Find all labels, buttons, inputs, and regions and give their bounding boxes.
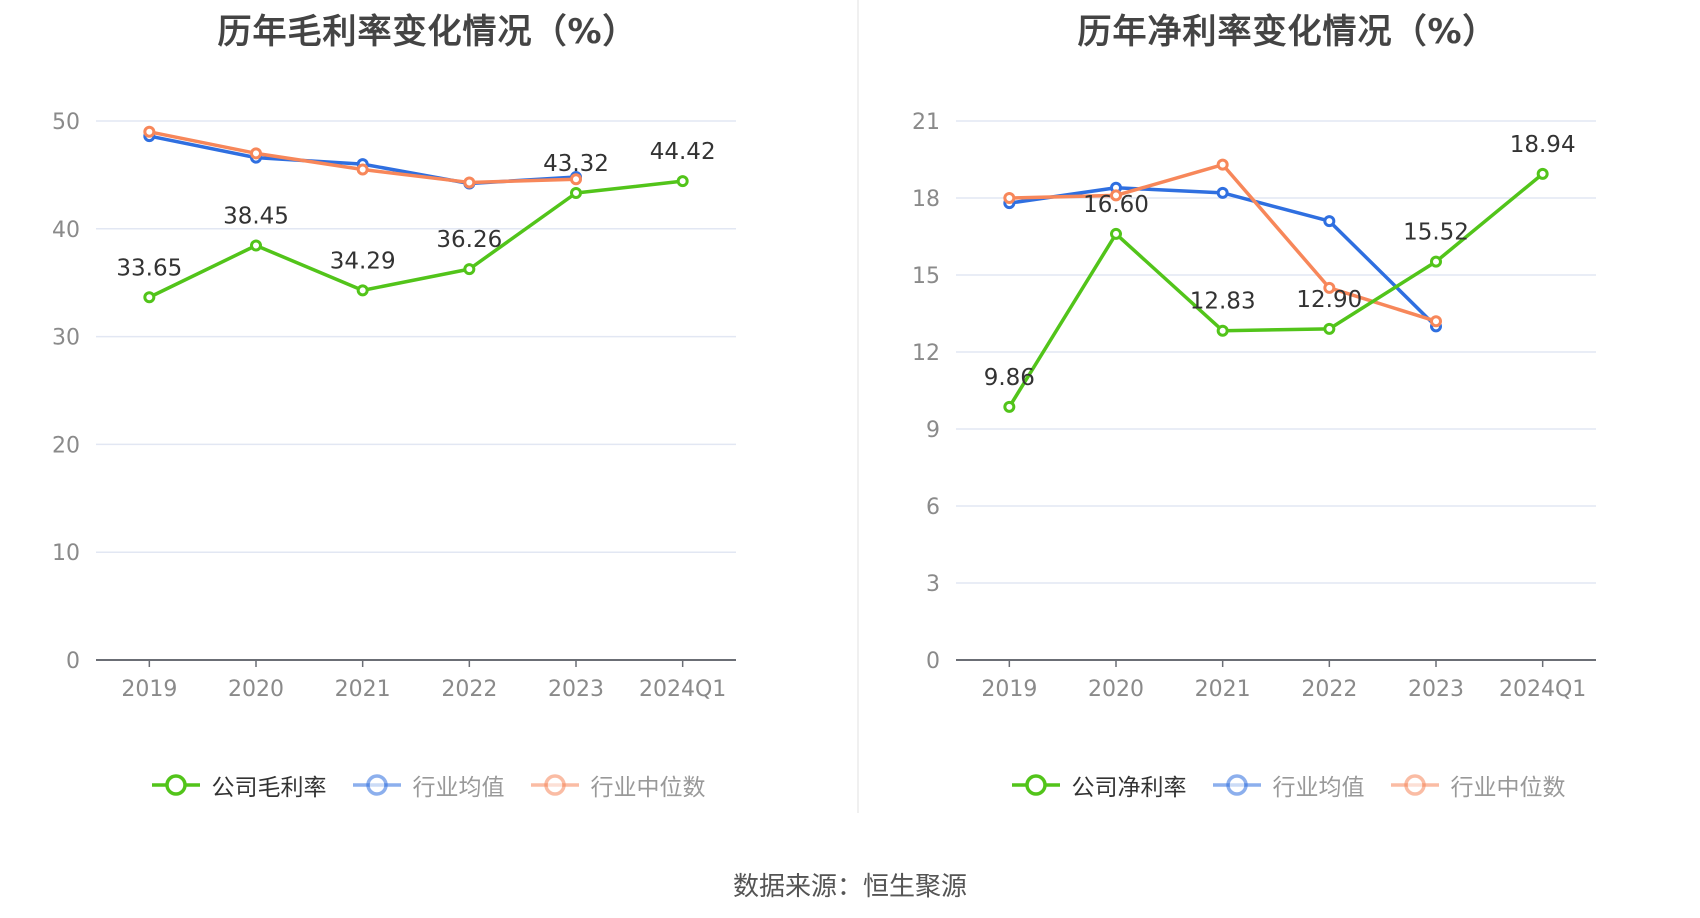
data-point: [1430, 315, 1442, 328]
legend-line-circle-icon: [352, 774, 401, 796]
y-tick-label: 15: [912, 264, 940, 289]
x-tick-label: 2023: [548, 677, 604, 702]
chart-title: 历年毛利率变化情况（%）: [217, 12, 638, 52]
series-company: [1003, 167, 1549, 413]
data-label: 44.42: [650, 139, 716, 165]
y-tick-label: 0: [926, 649, 940, 674]
y-tick-label: 6: [926, 495, 940, 520]
chart-title: 历年净利率变化情况（%）: [1077, 12, 1498, 52]
chart-legend: 公司毛利率 行业均值 行业中位数: [0, 768, 855, 802]
data-point: [1216, 158, 1229, 171]
data-label: 43.32: [543, 151, 609, 177]
y-tick-label: 50: [52, 110, 80, 135]
legend-item-median[interactable]: 行业中位数: [1389, 768, 1566, 802]
legend-item-company[interactable]: 公司毛利率: [150, 768, 327, 802]
x-tick-label: 2024Q1: [1499, 677, 1586, 702]
data-point: [676, 175, 689, 188]
y-tick-label: 0: [66, 649, 80, 674]
series-median: [1003, 158, 1442, 328]
x-tick-label: 2023: [1408, 677, 1464, 702]
legend-label: 公司毛利率: [211, 775, 327, 801]
data-label: 18.94: [1510, 132, 1576, 158]
data-label: 12.83: [1190, 289, 1256, 315]
legend-label: 行业均值: [412, 775, 505, 801]
y-tick-label: 3: [926, 572, 940, 597]
y-tick-label: 21: [912, 110, 940, 135]
y-tick-label: 9: [926, 418, 940, 443]
data-label: 9.86: [984, 365, 1035, 391]
data-point: [1216, 186, 1229, 199]
legend-item-average[interactable]: 行业均值: [351, 768, 505, 802]
data-label: 38.45: [223, 204, 289, 230]
legend-label: 行业均值: [1272, 775, 1365, 801]
x-tick-label: 2021: [1195, 677, 1251, 702]
series-line: [1007, 172, 1544, 408]
y-tick-label: 30: [52, 326, 80, 351]
data-point: [356, 284, 369, 297]
data-label: 36.26: [436, 227, 502, 253]
data-point: [356, 163, 369, 176]
x-tick-label: 2020: [1088, 677, 1144, 702]
data-point: [1110, 227, 1122, 240]
gross-margin-chart: 0 10 20 30 40 50 2019 2020 2021 2022 2023 2024Q1 33.…: [52, 110, 736, 702]
y-tick-label: 10: [52, 541, 80, 566]
data-point: [1216, 324, 1229, 337]
legend-item-company[interactable]: 公司净利率: [1010, 768, 1187, 802]
legend-line-circle-icon: [1390, 774, 1439, 796]
y-tick-label: 18: [912, 187, 940, 212]
legend-line-circle-icon: [530, 774, 579, 796]
data-point: [1430, 255, 1442, 268]
series-line: [148, 179, 683, 299]
chart-legend: 公司净利率 行业均值 行业中位数: [860, 768, 1700, 802]
data-point: [1003, 400, 1016, 413]
data-label: 34.29: [330, 248, 396, 274]
x-tick-label: 2022: [441, 677, 497, 702]
y-tick-label: 20: [52, 433, 80, 458]
legend-item-average[interactable]: 行业均值: [1211, 768, 1365, 802]
panel-divider: [857, 0, 859, 813]
x-tick-label: 2024Q1: [639, 677, 726, 702]
data-point: [250, 239, 262, 252]
legend-line-circle-icon: [151, 774, 200, 796]
x-tick-label: 2020: [228, 677, 284, 702]
series-median: [143, 125, 582, 189]
data-label: 15.52: [1403, 220, 1469, 246]
data-point: [570, 187, 582, 200]
data-point: [143, 125, 156, 138]
data-point: [1110, 189, 1122, 202]
legend-item-median[interactable]: 行业中位数: [529, 768, 706, 802]
legend-label: 公司净利率: [1071, 775, 1187, 801]
series-company: [143, 175, 689, 304]
data-point: [1323, 322, 1336, 335]
y-tick-label: 12: [912, 341, 940, 366]
legend-label: 行业中位数: [590, 775, 706, 801]
data-point: [250, 147, 262, 160]
x-tick-label: 2019: [981, 677, 1037, 702]
x-tick-label: 2019: [121, 677, 177, 702]
data-point: [463, 176, 476, 189]
data-label: 16.60: [1083, 192, 1149, 218]
data-label: 33.65: [116, 255, 182, 281]
data-point: [463, 263, 476, 276]
data-label: 12.90: [1296, 287, 1362, 313]
x-tick-label: 2021: [335, 677, 391, 702]
data-source-footer: 数据来源：恒生聚源: [732, 872, 967, 902]
legend-line-circle-icon: [1212, 774, 1261, 796]
legend-label: 行业中位数: [1450, 775, 1566, 801]
x-tick-label: 2022: [1301, 677, 1357, 702]
data-point: [570, 173, 582, 186]
y-tick-label: 40: [52, 218, 80, 243]
data-point: [143, 291, 156, 304]
legend-line-circle-icon: [1011, 774, 1060, 796]
data-point: [1323, 281, 1336, 294]
data-point: [1536, 167, 1549, 180]
net-margin-chart: 0 3 6 9 12 15 18 21 2019 2020 2021 2022 2023 2024Q1 9.…: [912, 110, 1596, 702]
net-margin-chart-panel: 历年净利率变化情况（%） 0 3 6 9 12 15 18 21 2019 2020 2021 202…: [860, 0, 1700, 813]
gross-margin-chart-panel: 历年毛利率变化情况（%） 0 10 20 30 40 50 2019 2020 2021 2022…: [0, 0, 855, 813]
data-point: [1003, 192, 1016, 204]
data-point: [1323, 215, 1336, 228]
